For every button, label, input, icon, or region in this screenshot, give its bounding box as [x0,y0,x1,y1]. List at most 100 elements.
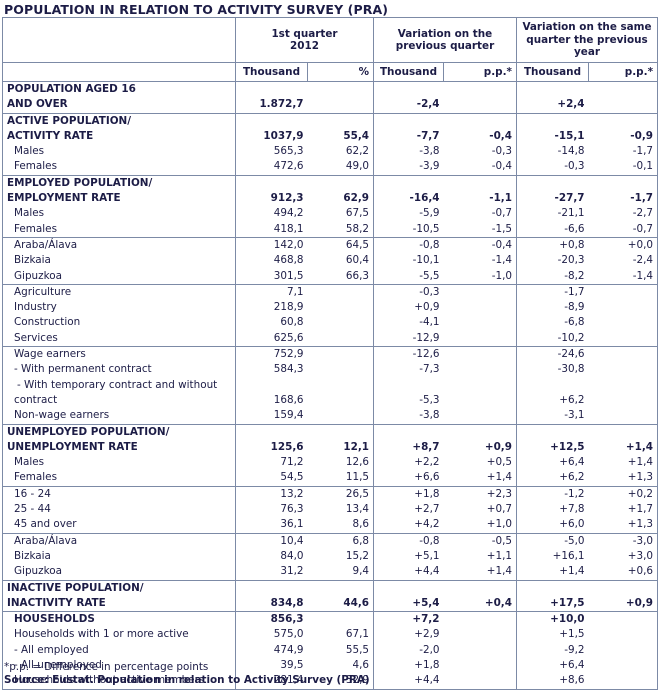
row-label: - All employed [2,642,236,658]
value-cell: -0,3 [443,144,517,160]
value-cell: 752,9 [235,346,308,363]
page-title: POPULATION IN RELATION TO ACTIVITY SURVE… [4,2,389,17]
row-label: Gipuzkoa [2,564,236,580]
row-label-line: INACTIVITY RATE [7,596,106,609]
value-cell: 36,1 [280,518,304,531]
value-cell: -1,7 [516,283,589,301]
value-cell [307,346,374,363]
table-row: Industry 218,9 +0,9 -8,9 [2,300,659,316]
value-cell [443,81,517,114]
row-label: Males [2,455,236,471]
value-cell: 13,2 [235,485,308,503]
value-cell: -3,9 [419,160,440,173]
value-cell: -3,0 [588,532,659,549]
value-cell: +1,7 [588,502,659,518]
value-cell: -30,8 [557,363,585,376]
value-cell: 66,3 [307,268,374,285]
value-cell [307,330,374,347]
table-row: Agriculture 7,1 -0,3 -1,7 [2,283,659,301]
value-cell [588,330,659,347]
header-thousand: Thousand [373,62,444,82]
value-cell: -5,9 [419,207,440,220]
value-cell: -10,1 [412,254,440,267]
value-cell: -5,0 [516,532,589,549]
table-row: Araba/Álava 10,4 6,8 -0,8 -0,5 -5,0 -3,0 [2,532,659,549]
value-cell [443,330,517,347]
value-cell: +2,2 [414,456,440,469]
value-cell: -1,5 [443,221,517,238]
section-label: HOUSEHOLDS [2,611,236,628]
value-cell [443,627,517,643]
value-cell [588,627,659,643]
value-cell: -3,1 [564,409,585,422]
value-cell: +1,4 [588,423,659,456]
row-label: Construction [2,315,236,331]
value-cell [588,642,659,658]
value-cell: +4,4 [373,673,444,690]
row-label: 16 - 24 [2,485,236,503]
value-cell: -2,4 [373,81,444,114]
value-cell [588,362,659,378]
value-cell: 55,5 [307,642,374,658]
value-cell [307,611,374,628]
value-cell [443,315,517,331]
row-label: Wage earners [2,346,236,363]
value-cell: 1.872,7 [235,81,308,114]
value-cell: -1,4 [443,253,517,269]
table-row: Non-wage earners 159,4 -3,8 -3,1 [2,408,659,425]
row-label: Industry [2,300,236,316]
value-cell: -0,4 [443,236,517,254]
value-cell: 10,4 [235,532,308,549]
value-cell: +16,1 [552,549,585,562]
value-cell: 11,5 [307,470,374,487]
section-label: ACTIVE POPULATION/ACTIVITY RATE [2,112,236,145]
value-cell: -12,9 [412,331,440,344]
table-row: Bizkaia 84,0 15,2 +5,1 +1,1 +16,1 +3,0 [2,548,659,565]
table-row: - With temporary contract and without con… [2,377,659,409]
row-label: Araba/Álava [2,532,236,549]
value-cell [443,283,517,301]
row-label: Females [2,159,236,176]
value-cell: -1,2 [516,485,589,503]
row-label-line: EMPLOYMENT RATE [7,192,121,205]
value-cell [443,362,517,378]
table-row: Females 472,6 49,0 -3,9 -0,4 -0,3 -0,1 [2,159,659,176]
value-cell: +0,9 [414,301,440,314]
row-label: Bizkaia [2,548,236,565]
value-cell: -3,8 [419,409,440,422]
value-cell: 64,5 [307,236,374,254]
value-cell: -7,7 [373,112,444,145]
value-cell: -15,1 [516,112,589,145]
row-label-line: AND OVER [7,98,68,111]
table-row: Wage earners 752,9 -12,6 -24,6 [2,346,659,363]
value-cell: 281,4 [235,673,308,690]
value-cell: 565,3 [273,145,304,158]
value-cell: -1,7 [588,144,659,160]
value-cell: +1,4 [559,565,585,578]
value-cell: -2,7 [588,206,659,222]
value-cell [307,283,374,301]
value-cell: +7,8 [559,503,585,516]
table-row: 45 and over 36,1 8,6 +4,2 +1,0 +6,0 +1,3 [2,517,659,534]
value-cell [307,408,374,425]
value-cell: -7,3 [419,363,440,376]
table-row: Gipuzkoa 31,2 9,4 +4,4 +1,4 +1,4 +0,6 [2,564,659,580]
value-cell: 60,8 [280,316,304,329]
value-cell [443,657,517,674]
value-cell: -0,4 [443,159,517,176]
value-cell: +8,7 [373,423,444,456]
value-cell: 625,6 [273,331,304,344]
table-row: 16 - 24 13,2 26,5 +1,8 +2,3 -1,2 +0,2 [2,485,659,503]
footnote: *p.p. = Difference in percentage points [4,661,209,673]
table-row: Gipuzkoa 301,5 66,3 -5,5 -1,0 -8,2 -1,4 [2,268,659,285]
value-cell: +1,0 [443,517,517,534]
value-cell: -0,1 [588,159,659,176]
value-cell [588,611,659,628]
value-cell: +0,6 [588,564,659,580]
value-cell [307,377,374,409]
value-cell: -5,5 [419,269,440,282]
section-label: UNEMPLOYED POPULATION/UNEMPLOYMENT RATE [2,423,236,456]
value-cell: 418,1 [273,222,304,235]
header-variation-previous-quarter: Variation on the previous quarter [373,17,517,63]
row-label: 25 - 44 [2,502,236,518]
